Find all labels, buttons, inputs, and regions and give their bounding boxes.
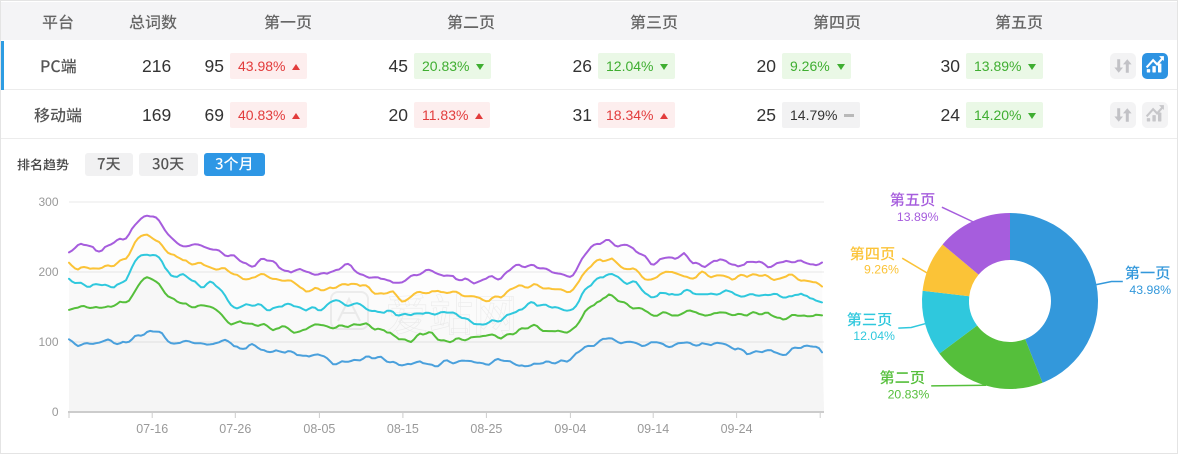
svg-text:08-05: 08-05 <box>303 422 335 436</box>
svg-text:20.83%: 20.83% <box>888 387 930 401</box>
svg-text:09-24: 09-24 <box>721 422 753 436</box>
svg-text:43.98%: 43.98% <box>1129 283 1171 297</box>
svg-text:07-16: 07-16 <box>136 422 168 436</box>
svg-text:0: 0 <box>52 405 59 419</box>
svg-text:12.04%: 12.04% <box>853 329 895 343</box>
svg-text:07-26: 07-26 <box>219 422 251 436</box>
svg-text:13.89%: 13.89% <box>897 210 939 224</box>
svg-text:200: 200 <box>38 265 58 279</box>
svg-text:08-15: 08-15 <box>387 422 419 436</box>
svg-text:09-14: 09-14 <box>637 422 669 436</box>
svg-text:08-25: 08-25 <box>470 422 502 436</box>
svg-text:300: 300 <box>38 195 58 209</box>
svg-text:09-04: 09-04 <box>554 422 586 436</box>
svg-text:100: 100 <box>38 335 58 349</box>
svg-text:9.26%: 9.26% <box>864 262 899 276</box>
